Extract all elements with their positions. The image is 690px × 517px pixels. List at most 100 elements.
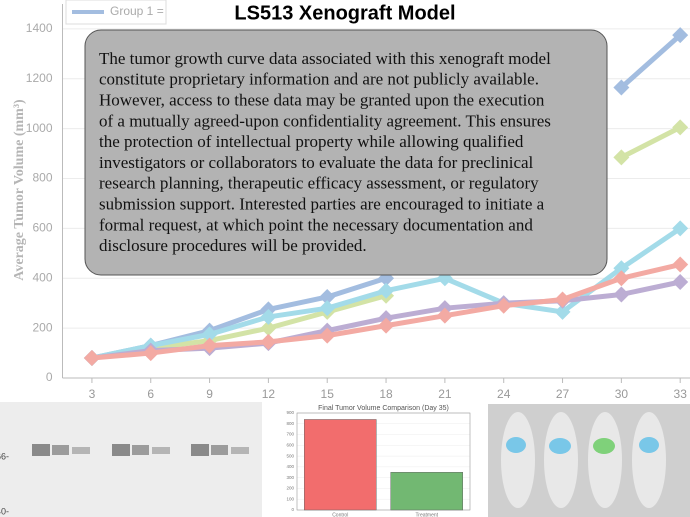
x-tick-label: 3	[89, 387, 96, 401]
y-tick-label: 700	[286, 432, 294, 437]
marker	[613, 286, 630, 303]
overlay-text: submission support. Interested parties a…	[99, 195, 545, 214]
marker	[260, 333, 277, 350]
gel-band	[52, 445, 69, 455]
marker	[319, 288, 336, 305]
gel-band	[112, 444, 130, 456]
y-axis-label: Average Tumor Volume (mm³)	[12, 99, 27, 281]
overlay-text: The tumor growth curve data associated w…	[99, 49, 551, 68]
x-tick-label: 15	[321, 387, 335, 401]
overlay-text: disclosure procedures will be provided.	[99, 236, 367, 255]
y-tick-label: 0	[46, 370, 53, 384]
y-tick-label: 400	[286, 464, 294, 469]
signal	[506, 437, 526, 453]
x-tick-label: 33	[674, 387, 688, 401]
gel-image: 66- 40-	[0, 402, 262, 517]
x-tick-label: 21	[438, 387, 452, 401]
y-tick-label: 0	[291, 507, 294, 512]
marker	[672, 256, 689, 273]
marker	[672, 220, 689, 237]
marker	[672, 27, 689, 44]
x-tick-label: Treatment	[415, 512, 438, 517]
mouse	[588, 412, 622, 508]
gel-band	[32, 444, 50, 456]
bar	[390, 472, 463, 511]
y-tick-label: 500	[286, 453, 294, 458]
bar	[304, 419, 377, 511]
gel-band	[72, 447, 90, 454]
y-tick-label: 600	[32, 221, 52, 235]
gel-background	[0, 402, 262, 517]
inset-title: Final Tumor Volume Comparison (Day 35)	[318, 405, 449, 412]
overlay-text: investigators or collaborators to evalua…	[99, 153, 534, 172]
x-tick-label: 30	[615, 387, 629, 401]
x-tick-label: Control	[332, 512, 348, 517]
x-tick-label: 18	[379, 387, 393, 401]
marker	[554, 291, 571, 308]
signal	[593, 438, 615, 454]
x-tick-label: 24	[497, 387, 511, 401]
signal	[639, 437, 659, 453]
overlay-box	[84, 29, 608, 276]
marker	[260, 320, 277, 337]
mouse	[632, 412, 666, 508]
gel-band	[211, 445, 228, 455]
gel-band	[191, 444, 209, 456]
marker	[201, 337, 218, 354]
marker	[436, 307, 453, 324]
marker	[495, 297, 512, 314]
marker	[378, 282, 395, 299]
chart-title: LS513 Xenograft Model	[234, 2, 455, 24]
y-tick-label: 800	[286, 421, 294, 426]
gel-band	[231, 447, 249, 454]
y-tick-label: 1000	[26, 121, 53, 135]
x-tick-label: 6	[147, 387, 154, 401]
x-tick-label: 12	[262, 387, 276, 401]
imaging-panel	[488, 404, 690, 517]
overlay-text: the protection of intellectual property …	[99, 132, 524, 151]
marker	[83, 350, 100, 367]
marker	[260, 308, 277, 325]
legend-label: Group 1 =	[110, 4, 164, 18]
y-tick-label: 900	[286, 410, 294, 415]
plot-frame	[296, 412, 471, 511]
x-tick-label: 9	[206, 387, 213, 401]
marker	[613, 149, 630, 166]
marker	[201, 326, 218, 343]
marker	[142, 345, 159, 362]
marker	[319, 327, 336, 344]
gel-label: 66-	[0, 451, 9, 461]
y-tick-label: 1400	[26, 21, 53, 35]
marker	[378, 317, 395, 334]
marker	[319, 300, 336, 317]
inset-chart: Final Tumor Volume Comparison (Day 35) 0 1…	[268, 404, 482, 517]
marker	[613, 260, 630, 277]
y-tick-label: 200	[286, 486, 294, 491]
y-tick-label: 1200	[26, 71, 53, 85]
y-tick-label: 600	[286, 443, 294, 448]
x-tick-label: 27	[556, 387, 570, 401]
overlay-text: research planning, therapeutic efficacy …	[99, 174, 539, 193]
y-tick-label: 200	[32, 320, 52, 334]
marker	[554, 303, 571, 320]
overlay-text: constitute proprietary information and a…	[99, 70, 539, 89]
marker	[672, 274, 689, 291]
mouse	[501, 412, 535, 508]
overlay-text: However, access to these data may be gra…	[99, 91, 545, 110]
marker	[613, 270, 630, 287]
y-tick-label: 300	[286, 475, 294, 480]
signal	[549, 438, 571, 454]
overlay: The tumor growth curve data associated w…	[84, 29, 608, 276]
gel-band	[132, 445, 149, 455]
marker	[613, 79, 630, 96]
y-tick-label: 100	[286, 496, 294, 501]
overlay-text: formal request, at which point the neces…	[99, 215, 533, 234]
overlay-text: of a mutually agreed-upon confidentialit…	[99, 111, 551, 130]
gel-label: 40-	[0, 506, 9, 516]
marker	[672, 119, 689, 136]
gel-band	[152, 447, 170, 454]
mouse	[544, 412, 578, 508]
y-tick-label: 800	[32, 171, 52, 185]
